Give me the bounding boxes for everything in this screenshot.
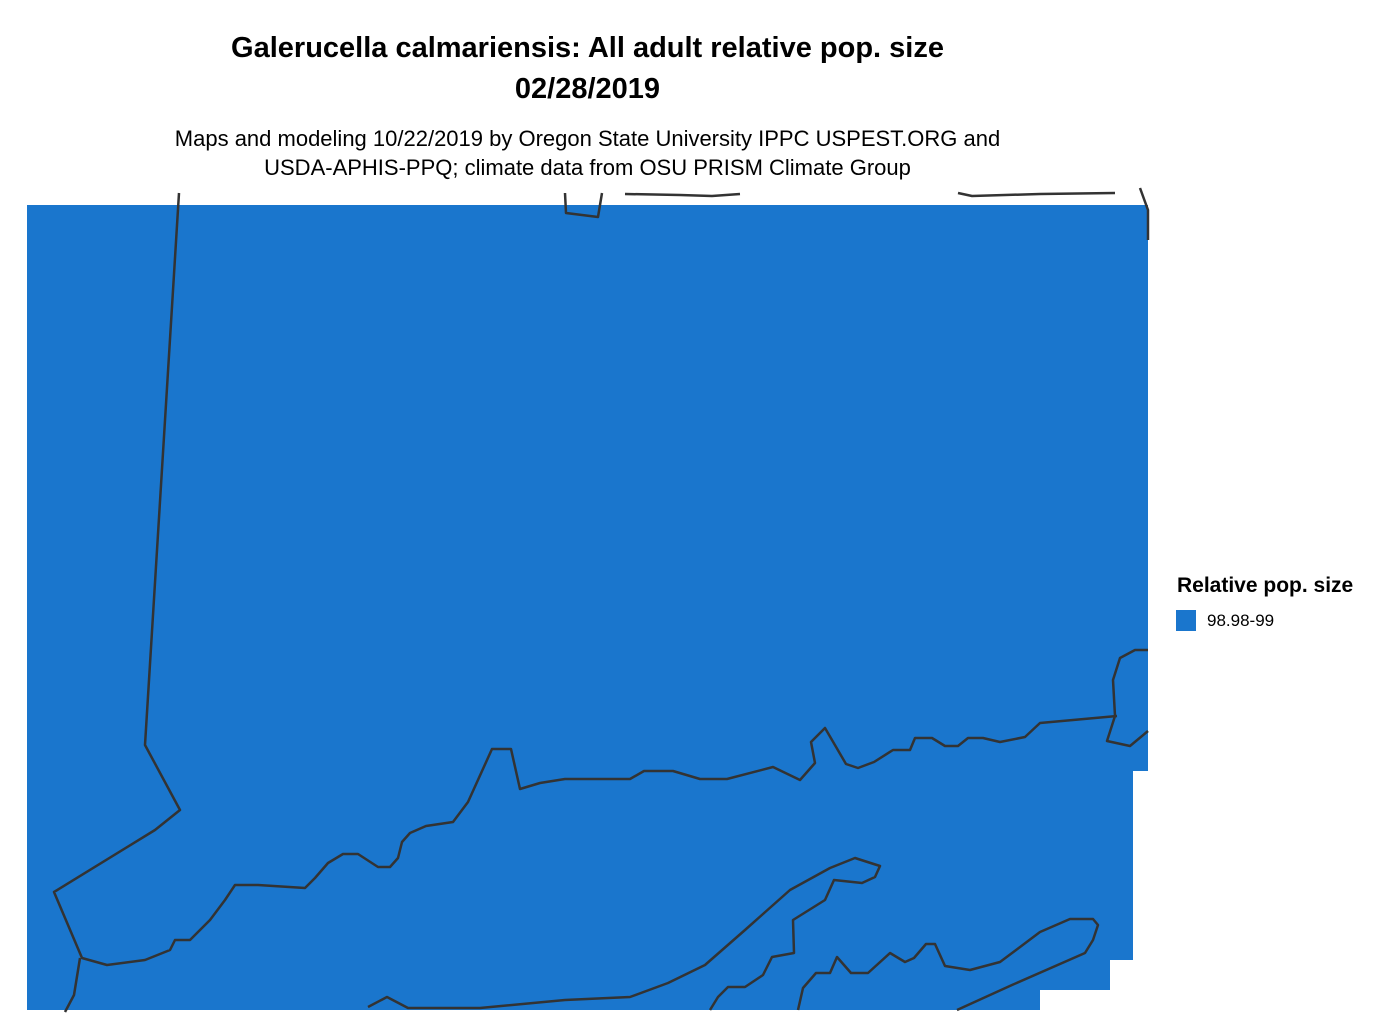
state-boundary <box>563 192 604 219</box>
island-boundary <box>796 917 1100 1012</box>
coast-boundary <box>1105 648 1149 748</box>
subtitle-line-2: USDA-APHIS-PPQ; climate data from OSU PR… <box>264 155 911 180</box>
state-boundary <box>63 957 82 1013</box>
map-date: 02/28/2019 <box>514 73 661 105</box>
map-title: Galerucella calmariensis: All adult rela… <box>231 32 944 64</box>
state-boundary <box>1138 187 1150 240</box>
legend-swatch <box>1176 610 1196 631</box>
state-boundary <box>624 192 741 198</box>
state-boundary <box>52 192 1118 967</box>
legend-title: Relative pop. size <box>1177 574 1354 597</box>
population-raster <box>27 205 1148 1010</box>
subtitle-line-1: Maps and modeling 10/22/2019 by Oregon S… <box>174 126 1001 151</box>
legend-item-label: 98.98-99 <box>1207 611 1275 630</box>
island-boundary <box>367 856 882 1011</box>
state-boundary <box>957 191 1116 198</box>
